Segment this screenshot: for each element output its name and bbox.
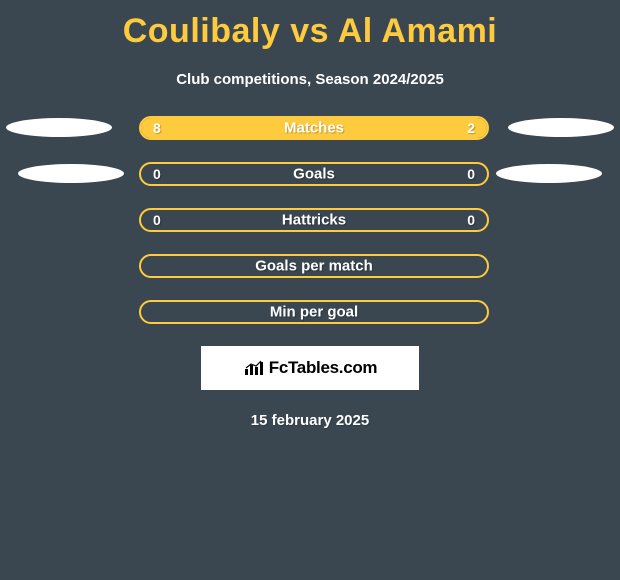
page-title: Coulibaly vs Al Amami	[0, 0, 620, 51]
bar-label: Matches	[284, 120, 344, 137]
bar-row: 8 2 Matches	[0, 116, 620, 140]
player-marker-left	[6, 118, 112, 137]
bar-label: Goals	[293, 166, 335, 183]
bar-value-right: 2	[467, 120, 475, 136]
bar-row: 0 0 Hattricks	[0, 208, 620, 232]
brand-badge: FcTables.com	[201, 346, 419, 390]
bar-track: Goals per match	[139, 254, 489, 278]
brand-chart-icon	[243, 359, 265, 377]
bar-track: 8 2 Matches	[139, 116, 489, 140]
bar-value-right: 0	[467, 212, 475, 228]
bar-label: Min per goal	[270, 304, 358, 321]
comparison-bars: 8 2 Matches 0 0 Goals 0 0 Hattricks Goals per mat…	[0, 116, 620, 324]
bar-row: 0 0 Goals	[0, 162, 620, 186]
bar-track: Min per goal	[139, 300, 489, 324]
snapshot-date: 15 february 2025	[0, 412, 620, 429]
bar-row: Goals per match	[0, 254, 620, 278]
bar-track: 0 0 Hattricks	[139, 208, 489, 232]
bar-fill-right	[418, 118, 487, 138]
bar-value-left: 0	[153, 166, 161, 182]
bar-row: Min per goal	[0, 300, 620, 324]
player-marker-left	[18, 164, 124, 183]
bar-value-left: 8	[153, 120, 161, 136]
page-subtitle: Club competitions, Season 2024/2025	[0, 71, 620, 88]
player-marker-right	[496, 164, 602, 183]
brand-text: FcTables.com	[269, 358, 378, 378]
bar-label: Hattricks	[282, 212, 346, 229]
bar-value-left: 0	[153, 212, 161, 228]
bar-fill-left	[141, 118, 418, 138]
bar-label: Goals per match	[255, 258, 373, 275]
player-marker-right	[508, 118, 614, 137]
bar-value-right: 0	[467, 166, 475, 182]
bar-track: 0 0 Goals	[139, 162, 489, 186]
